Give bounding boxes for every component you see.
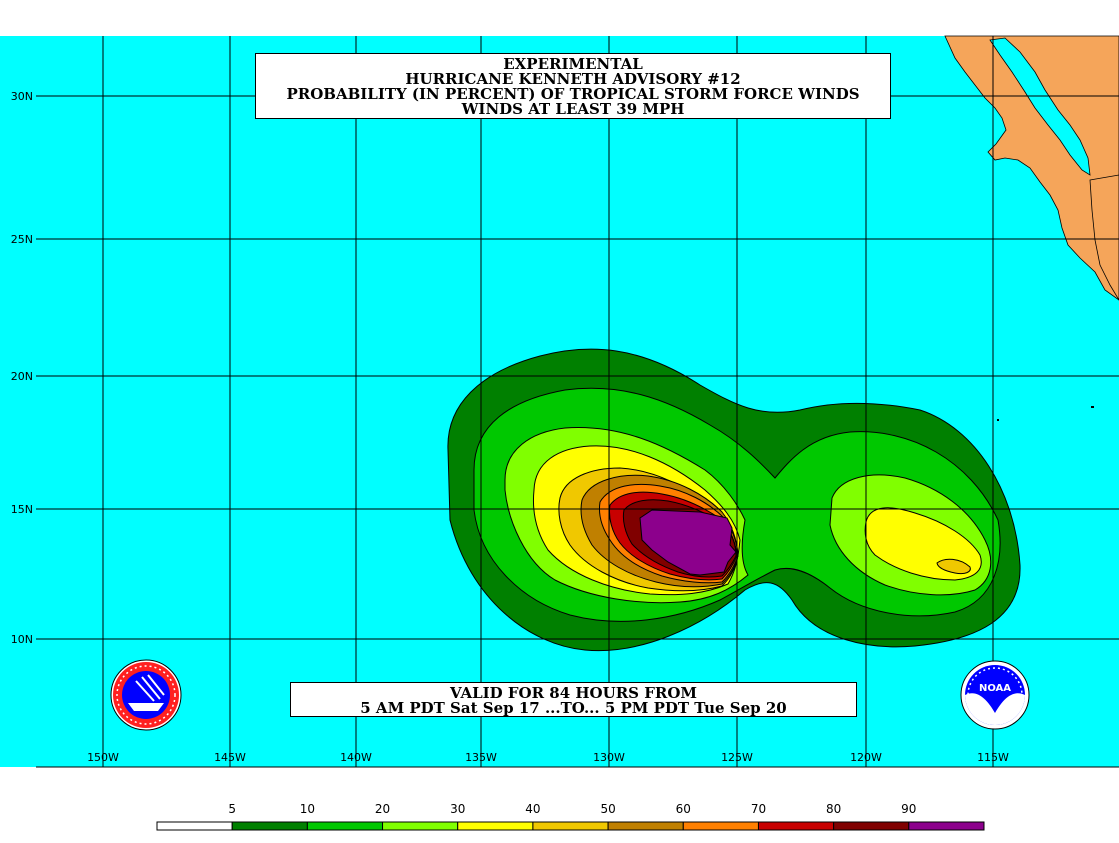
lat-lon-grid [36, 36, 1119, 768]
contour-max [639, 509, 737, 576]
legend-swatch [231, 821, 308, 831]
legend-swatch [757, 821, 835, 831]
legend-swatch [306, 821, 384, 831]
nws-logo [110, 659, 182, 731]
valid-period-box: VALID FOR 84 HOURS FROM 5 AM PDT Sat Sep… [290, 682, 857, 717]
title-line-2: HURRICANE KENNETH ADVISORY #12 [405, 70, 741, 88]
lon-label: 115W [977, 751, 1009, 764]
lon-label: 135W [465, 751, 497, 764]
legend-swatch [532, 821, 609, 831]
small-island-2 [997, 419, 999, 421]
legend-swatch [382, 821, 459, 831]
legend-swatch [156, 821, 233, 831]
title-line-1: EXPERIMENTAL [503, 55, 643, 73]
legend-swatch [833, 821, 910, 831]
lon-label: 130W [593, 751, 625, 764]
valid-line-2: 5 AM PDT Sat Sep 17 ...TO... 5 PM PDT Tu… [360, 699, 787, 717]
lon-label: 145W [214, 751, 246, 764]
legend-swatch [682, 821, 759, 831]
legend-label: 30 [450, 802, 465, 816]
lat-label: 30N [11, 90, 33, 103]
lon-label: 150W [87, 751, 119, 764]
legend-label: 70 [751, 802, 766, 816]
lon-label: 125W [721, 751, 753, 764]
noaa-logo-text: NOAA [979, 683, 1011, 694]
legend-label: 5 [228, 802, 236, 816]
lat-label: 10N [11, 633, 33, 646]
title-line-3: PROBABILITY (IN PERCENT) OF TROPICAL STO… [286, 85, 860, 103]
legend-swatch [457, 821, 534, 831]
contour-50-east [936, 558, 971, 575]
lon-label: 120W [850, 751, 882, 764]
latitude-labels: 30N 25N 20N 15N 10N [11, 90, 33, 646]
legend: 5 10 20 30 40 50 60 70 80 90 [156, 802, 985, 831]
legend-label: 10 [300, 802, 315, 816]
legend-swatch [908, 821, 985, 831]
mainland-strip [1089, 174, 1119, 301]
valid-line-1: VALID FOR 84 HOURS FROM [449, 684, 698, 702]
legend-label: 50 [600, 802, 615, 816]
lat-label: 20N [11, 370, 33, 383]
title-line-4: WINDS AT LEAST 39 MPH [461, 100, 685, 118]
lat-label: 25N [11, 233, 33, 246]
legend-label: 60 [676, 802, 691, 816]
legend-label: 80 [826, 802, 841, 816]
noaa-logo: NOAA [960, 660, 1030, 730]
legend-label: 40 [525, 802, 540, 816]
small-island-1 [1091, 406, 1094, 408]
lat-label: 15N [11, 503, 33, 516]
legend-label: 20 [375, 802, 390, 816]
legend-label: 90 [901, 802, 916, 816]
lon-label: 140W [340, 751, 372, 764]
longitude-labels: 150W 145W 140W 135W 130W 125W 120W 115W [87, 751, 1009, 764]
land-mexico [944, 35, 1119, 301]
gulf-of-california [989, 37, 1091, 176]
title-box: EXPERIMENTAL HURRICANE KENNETH ADVISORY … [255, 53, 891, 119]
legend-swatch [607, 821, 684, 831]
